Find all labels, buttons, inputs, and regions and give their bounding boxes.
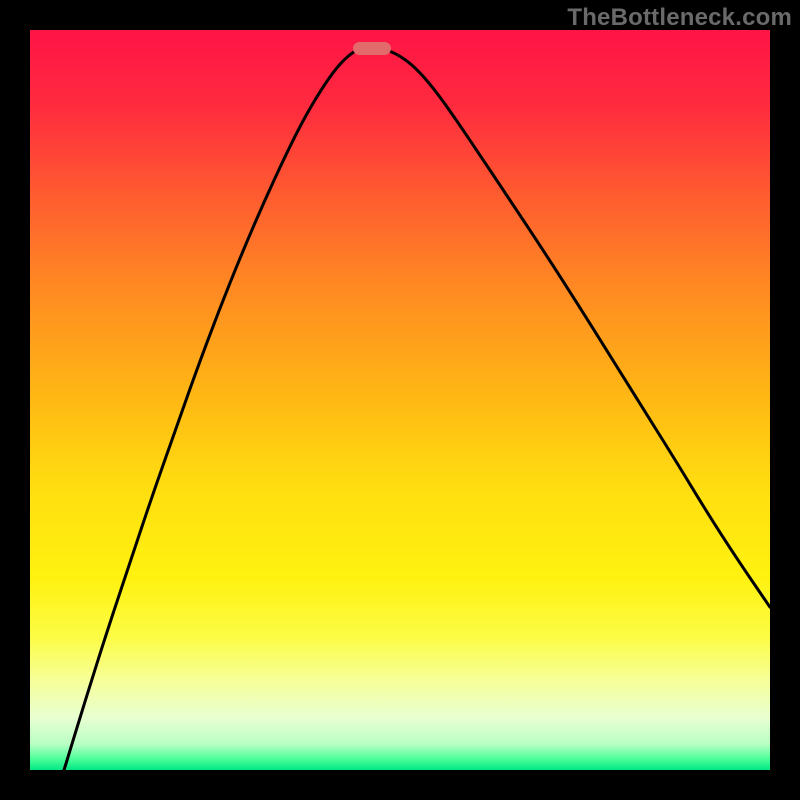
bottleneck-curve-right (389, 51, 770, 607)
chart-frame: TheBottleneck.com (0, 0, 800, 800)
curves-layer (30, 30, 770, 770)
plot-area (30, 30, 770, 770)
optimal-marker (353, 42, 391, 55)
bottleneck-curve-left (64, 51, 356, 770)
watermark-text: TheBottleneck.com (567, 4, 792, 32)
